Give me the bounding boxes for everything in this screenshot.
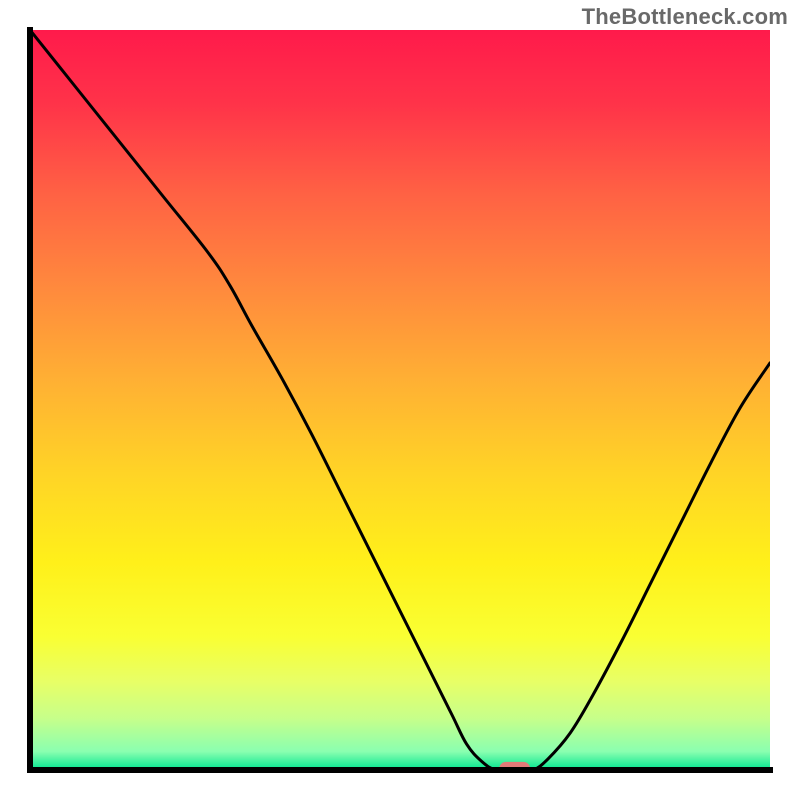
chart-container: TheBottleneck.com: [0, 0, 800, 800]
watermark-label: TheBottleneck.com: [582, 4, 788, 30]
chart-background: [30, 30, 770, 770]
bottleneck-curve-chart: [0, 0, 800, 800]
